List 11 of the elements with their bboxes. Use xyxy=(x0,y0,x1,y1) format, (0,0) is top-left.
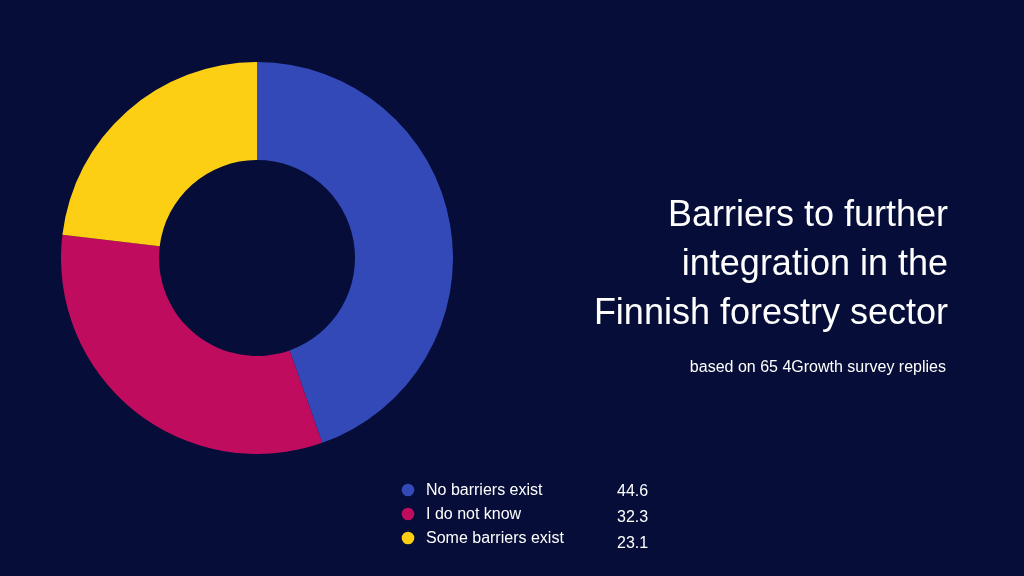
text: Barriers to further integration in the Finnish forestry sector xyxy=(593,193,949,332)
legend-label: Some barriers exist xyxy=(426,529,565,546)
donut-slice xyxy=(257,62,453,443)
donut-slice xyxy=(61,234,323,454)
text: based on 65 4Growth survey replies xyxy=(689,358,946,375)
data-label: 32.3 xyxy=(617,508,649,525)
data-label: 44.6 xyxy=(617,482,649,499)
donut-slice xyxy=(62,62,257,247)
legend-label: I do not know xyxy=(426,505,522,522)
data-label: 23.1 xyxy=(617,534,649,551)
legend-label: No barriers exist xyxy=(426,481,544,498)
